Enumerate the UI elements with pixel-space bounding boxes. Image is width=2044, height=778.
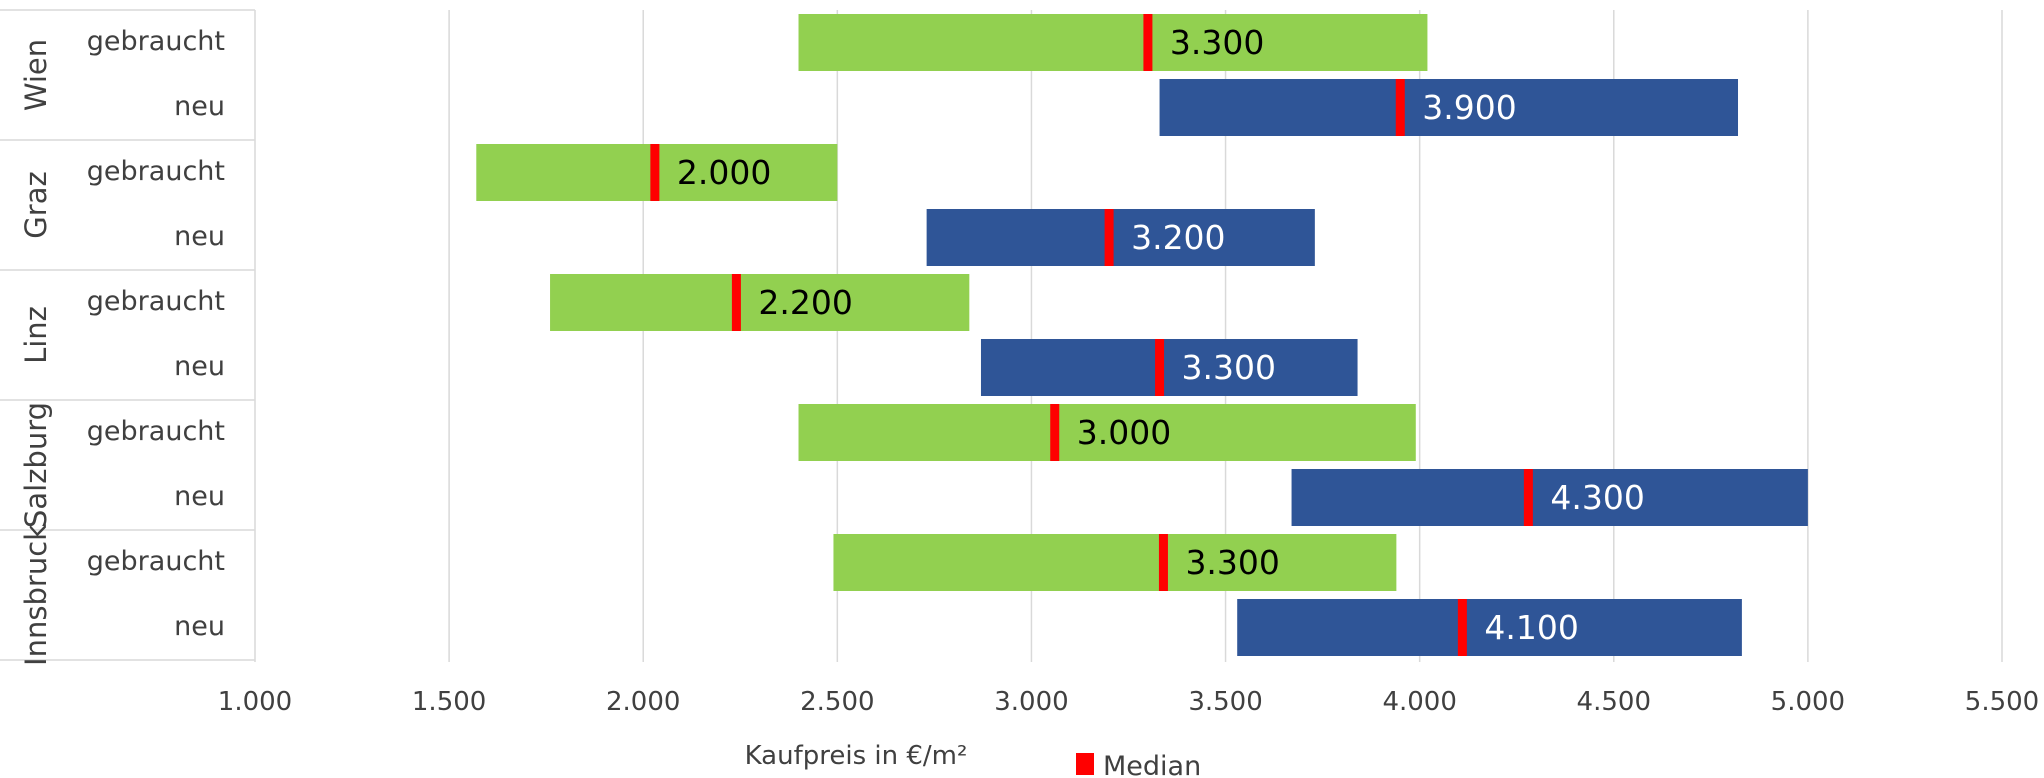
category-axis-frame <box>0 9 256 662</box>
median-marker <box>1155 339 1165 396</box>
city-label: Linz <box>19 306 53 364</box>
median-marker <box>650 144 660 201</box>
row-label: neu <box>174 611 225 642</box>
median-marker <box>1523 469 1533 526</box>
x-tick-label: 3.500 <box>1188 687 1262 717</box>
legend-median-swatch <box>1076 753 1094 775</box>
median-data-label: 3.200 <box>1131 218 1225 257</box>
median-data-label: 3.300 <box>1185 543 1279 582</box>
legend-median-label: Median <box>1103 751 1201 778</box>
x-tick-label: 5.500 <box>1965 687 2039 717</box>
range-bar-gebraucht <box>798 404 1416 461</box>
city-label: Graz <box>19 171 53 238</box>
range-bar-neu <box>980 339 1358 396</box>
row-label: gebraucht <box>87 286 225 317</box>
row-label: neu <box>174 351 225 382</box>
median-data-label: 3.900 <box>1422 88 1516 127</box>
row-label: gebraucht <box>87 26 225 57</box>
x-tick-label: 3.000 <box>994 687 1068 717</box>
range-bar-gebraucht <box>550 274 970 331</box>
x-tick-label: 2.500 <box>800 687 874 717</box>
range-bar-neu <box>926 209 1315 266</box>
row-label: neu <box>174 91 225 122</box>
median-marker <box>731 274 741 331</box>
median-data-label: 4.300 <box>1550 478 1644 517</box>
category-labels: Wien gebraucht neu Graz gebraucht neu Linz gebr… <box>19 26 225 666</box>
x-tick-label: 2.000 <box>606 687 680 717</box>
range-bar-gebraucht <box>833 534 1397 591</box>
legend: Median <box>1076 751 1201 778</box>
median-marker <box>1104 209 1114 266</box>
row-label: gebraucht <box>87 416 225 447</box>
median-marker <box>1395 79 1405 136</box>
range-bars: 3.300 3.900 2.000 3.200 2.200 3.300 3.000 4.300… <box>476 14 1808 656</box>
x-tick-label: 1.500 <box>412 687 486 717</box>
row-label: neu <box>174 221 225 252</box>
row-label: gebraucht <box>87 156 225 187</box>
city-label: Wien <box>19 39 53 111</box>
range-bar-gebraucht <box>798 14 1428 71</box>
median-data-label: 2.200 <box>758 283 852 322</box>
range-bar-neu <box>1291 469 1808 526</box>
x-axis-title: Kaufpreis in €/m² <box>745 741 968 771</box>
median-marker <box>1158 534 1168 591</box>
median-marker <box>1050 404 1060 461</box>
row-label: neu <box>174 481 225 512</box>
median-data-label: 4.100 <box>1484 608 1578 647</box>
x-tick-label: 4.500 <box>1577 687 1651 717</box>
city-label: Salzburg <box>19 402 53 528</box>
x-tick-label: 1.000 <box>218 687 292 717</box>
row-label: gebraucht <box>87 546 225 577</box>
median-marker <box>1457 599 1467 656</box>
median-data-label: 3.000 <box>1077 413 1171 452</box>
median-data-label: 3.300 <box>1170 23 1264 62</box>
median-data-label: 3.300 <box>1182 348 1276 387</box>
x-tick-label: 5.000 <box>1771 687 1845 717</box>
city-label: Innsbruck <box>19 524 53 666</box>
median-marker <box>1143 14 1153 71</box>
median-data-label: 2.000 <box>677 153 771 192</box>
range-bar-neu <box>1159 79 1739 136</box>
x-tick-label: 4.000 <box>1382 687 1456 717</box>
range-bar-neu <box>1237 599 1742 656</box>
x-axis-tick-labels: 1.000 1.500 2.000 2.500 3.000 3.500 4.000 4.500… <box>218 687 2039 717</box>
